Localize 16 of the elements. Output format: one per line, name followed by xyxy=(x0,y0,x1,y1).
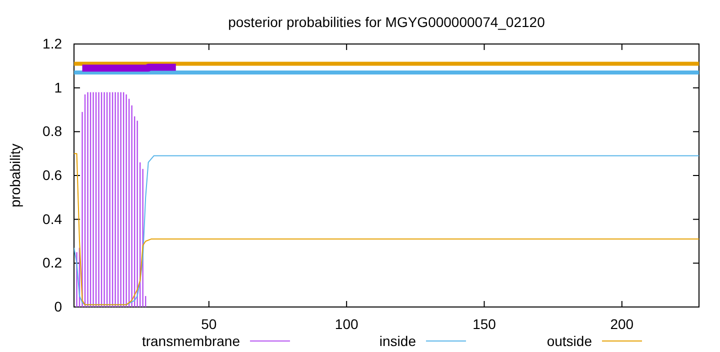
chart-title: posterior probabilities for MGYG000000074_02120 xyxy=(228,14,546,30)
y-tick-label: 1 xyxy=(54,79,62,96)
x-tick-label: 100 xyxy=(334,316,358,332)
x-tick-label: 150 xyxy=(472,316,496,332)
y-tick-label: 0.6 xyxy=(42,166,62,183)
y-tick-label: 0.8 xyxy=(42,123,62,140)
y-tick-label: 1.2 xyxy=(42,35,62,52)
x-tick-label: 200 xyxy=(610,316,634,332)
x-tick-label: 50 xyxy=(201,316,217,332)
legend-label: inside xyxy=(379,333,416,349)
y-axis-title: probability xyxy=(7,144,23,208)
y-tick-label: 0 xyxy=(54,298,62,314)
y-tick-label: 0.4 xyxy=(42,210,62,227)
legend-label: transmembrane xyxy=(142,333,240,349)
y-tick-label: 0.2 xyxy=(42,254,62,271)
legend-label: outside xyxy=(546,333,592,349)
